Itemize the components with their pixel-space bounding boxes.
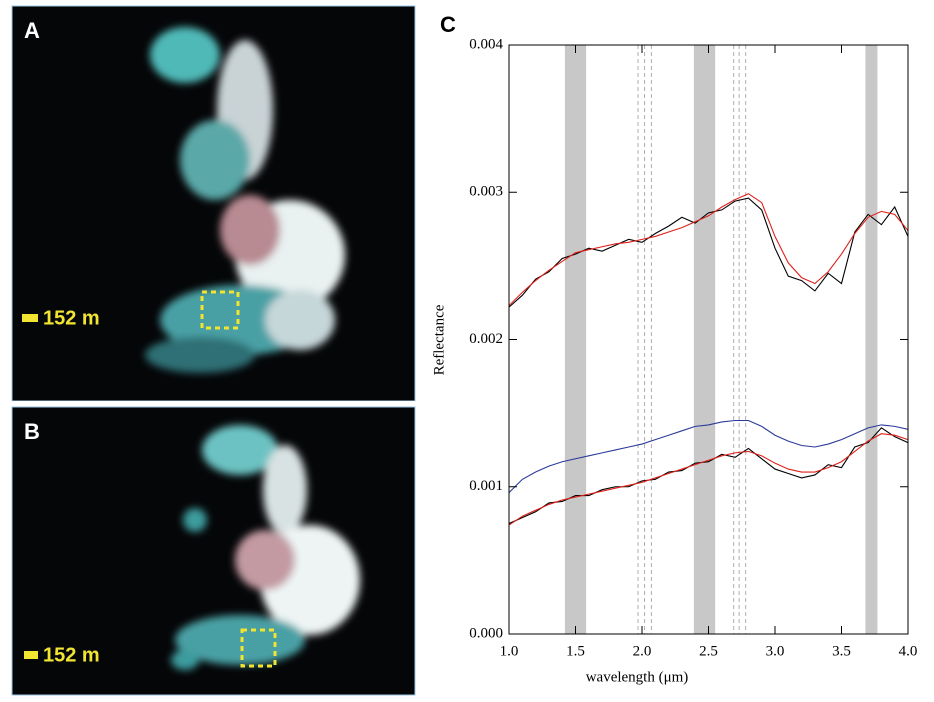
- x-tick-label: 1.0: [500, 643, 519, 659]
- x-tick-label: 4.0: [899, 643, 918, 659]
- plot-area: 1.0 1.5 2.0 2.5 3.0 3.5 4.0 0.000 0.001 0.002 0.00…: [469, 36, 917, 659]
- scale-label: 152 m: [43, 644, 100, 666]
- x-tick-label: 1.5: [566, 643, 585, 659]
- y-tick-label: 0.002: [469, 331, 503, 347]
- series-line: [508, 433, 909, 526]
- x-tick-label: 3.5: [832, 643, 851, 659]
- panel-b-image: B 152 m: [11, 406, 416, 696]
- y-axis-label: Reflectance: [431, 304, 447, 375]
- panel-a-image: A 152 m: [11, 5, 416, 402]
- shaded-band: [693, 45, 716, 634]
- series-line: [508, 427, 909, 525]
- shaded-band: [865, 45, 878, 634]
- series-line: [508, 193, 909, 307]
- y-tick-label: 0.001: [469, 478, 503, 494]
- y-tick-label: 0.000: [469, 625, 503, 641]
- panel-label: B: [24, 419, 40, 444]
- x-tick-label: 3.0: [766, 643, 785, 659]
- y-tick-label: 0.004: [469, 36, 503, 52]
- panel-label: A: [24, 18, 40, 43]
- series-line: [508, 419, 909, 494]
- y-tick-label: 0.003: [469, 184, 503, 200]
- scale-label: 152 m: [43, 307, 100, 329]
- x-tick-label: 2.5: [699, 643, 718, 659]
- series-line: [508, 197, 909, 308]
- shaded-band: [564, 45, 587, 634]
- x-axis-label: wavelength (μm): [586, 669, 689, 685]
- panel-label: C: [440, 12, 456, 37]
- x-tick-label: 2.0: [633, 643, 652, 659]
